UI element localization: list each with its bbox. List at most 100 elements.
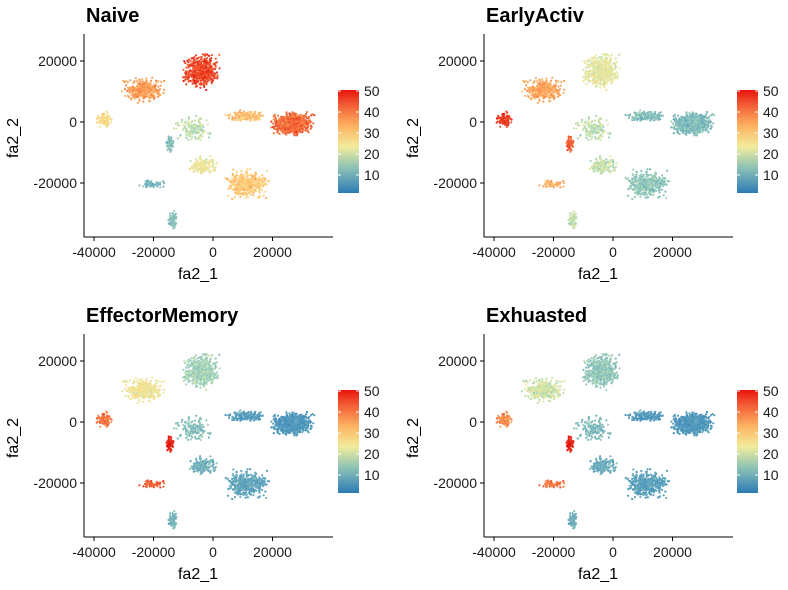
cell-point xyxy=(205,158,208,161)
cell-point xyxy=(592,126,595,130)
cell-point xyxy=(110,118,113,121)
cell-point xyxy=(569,212,572,215)
cell-point xyxy=(145,186,148,189)
cell-point xyxy=(590,135,593,138)
cell-point xyxy=(596,80,600,83)
cell-point xyxy=(187,71,190,74)
cell-point xyxy=(586,76,589,79)
cell-point xyxy=(279,122,282,126)
cell-point xyxy=(599,86,602,89)
cell-point xyxy=(198,68,202,71)
cell-point xyxy=(104,118,107,121)
cell-point xyxy=(678,132,681,135)
cell-point xyxy=(237,111,240,114)
cell-point xyxy=(257,184,260,187)
cell-point xyxy=(138,99,141,102)
cell-point xyxy=(240,118,243,121)
cell-point xyxy=(538,94,541,97)
cell-point xyxy=(709,124,712,127)
cell-point xyxy=(596,125,599,128)
cell-point xyxy=(209,131,212,134)
cell-point xyxy=(167,144,170,147)
cell-point xyxy=(216,77,219,80)
cell-point xyxy=(557,85,560,88)
cell-point xyxy=(590,126,593,129)
cell-point xyxy=(672,122,675,125)
cell-point xyxy=(599,138,602,141)
cell-point xyxy=(204,76,207,79)
cell-point xyxy=(611,72,614,75)
cell-point xyxy=(201,72,204,75)
cell-point xyxy=(684,132,687,135)
cell-point xyxy=(544,96,547,99)
cell-point xyxy=(607,136,611,139)
cell-point xyxy=(545,84,548,87)
cell-point xyxy=(233,175,236,178)
cell-point xyxy=(499,125,502,128)
cell-point xyxy=(200,68,204,71)
cell-point xyxy=(633,116,636,119)
cell-point xyxy=(572,215,576,218)
cell-point xyxy=(311,113,314,116)
cell-point xyxy=(190,62,194,65)
cell-point xyxy=(588,130,591,133)
y-axis-title: fa2_2 xyxy=(5,118,22,158)
cell-point xyxy=(138,90,141,93)
cell-point xyxy=(171,142,174,145)
cell-point xyxy=(274,119,277,122)
cell-point xyxy=(206,74,209,77)
cell-point xyxy=(705,113,708,116)
cell-point xyxy=(582,68,585,71)
cell-point xyxy=(569,139,572,142)
cell-point xyxy=(542,185,545,188)
cell-point xyxy=(259,111,262,114)
cell-point xyxy=(585,127,588,130)
cell-point xyxy=(598,62,602,65)
cell-point xyxy=(259,186,262,190)
cell-point xyxy=(277,129,280,132)
cell-point xyxy=(255,181,259,184)
cell-point xyxy=(195,167,198,170)
cell-point xyxy=(695,122,698,125)
cell-point xyxy=(701,130,704,134)
cell-point xyxy=(142,185,145,188)
cell-point xyxy=(193,119,197,122)
cell-point xyxy=(148,94,151,97)
cell-point xyxy=(583,75,586,78)
cell-point xyxy=(187,58,190,61)
cell-point xyxy=(624,113,627,117)
cell-point xyxy=(296,127,299,130)
cell-point xyxy=(555,182,558,185)
cell-point xyxy=(303,120,306,123)
cell-point xyxy=(601,53,604,56)
cell-point xyxy=(218,67,221,70)
cell-point xyxy=(184,78,187,81)
cell-point xyxy=(283,128,286,131)
cell-point xyxy=(196,128,199,131)
cell-point xyxy=(628,114,631,117)
cell-point xyxy=(553,96,556,99)
cell-point xyxy=(685,111,688,114)
cell-point xyxy=(245,175,248,178)
cell-point xyxy=(586,59,589,62)
cell-point xyxy=(686,117,690,120)
cell-point xyxy=(589,65,592,68)
cell-point xyxy=(647,111,650,114)
cell-point xyxy=(593,79,596,82)
cell-point xyxy=(602,74,605,77)
cell-point xyxy=(292,123,295,126)
cell-point xyxy=(169,139,172,142)
cell-point xyxy=(586,134,589,137)
cell-point xyxy=(155,182,158,185)
cell-point xyxy=(575,127,578,130)
cell-point xyxy=(585,136,588,139)
cell-point xyxy=(536,101,539,104)
cell-point xyxy=(208,54,211,58)
cell-point xyxy=(599,78,602,81)
cell-point xyxy=(125,79,128,82)
cell-point xyxy=(289,113,292,116)
cell-point xyxy=(711,113,714,116)
cell-point xyxy=(198,62,202,65)
cell-point xyxy=(171,145,174,148)
cell-point xyxy=(210,164,213,168)
